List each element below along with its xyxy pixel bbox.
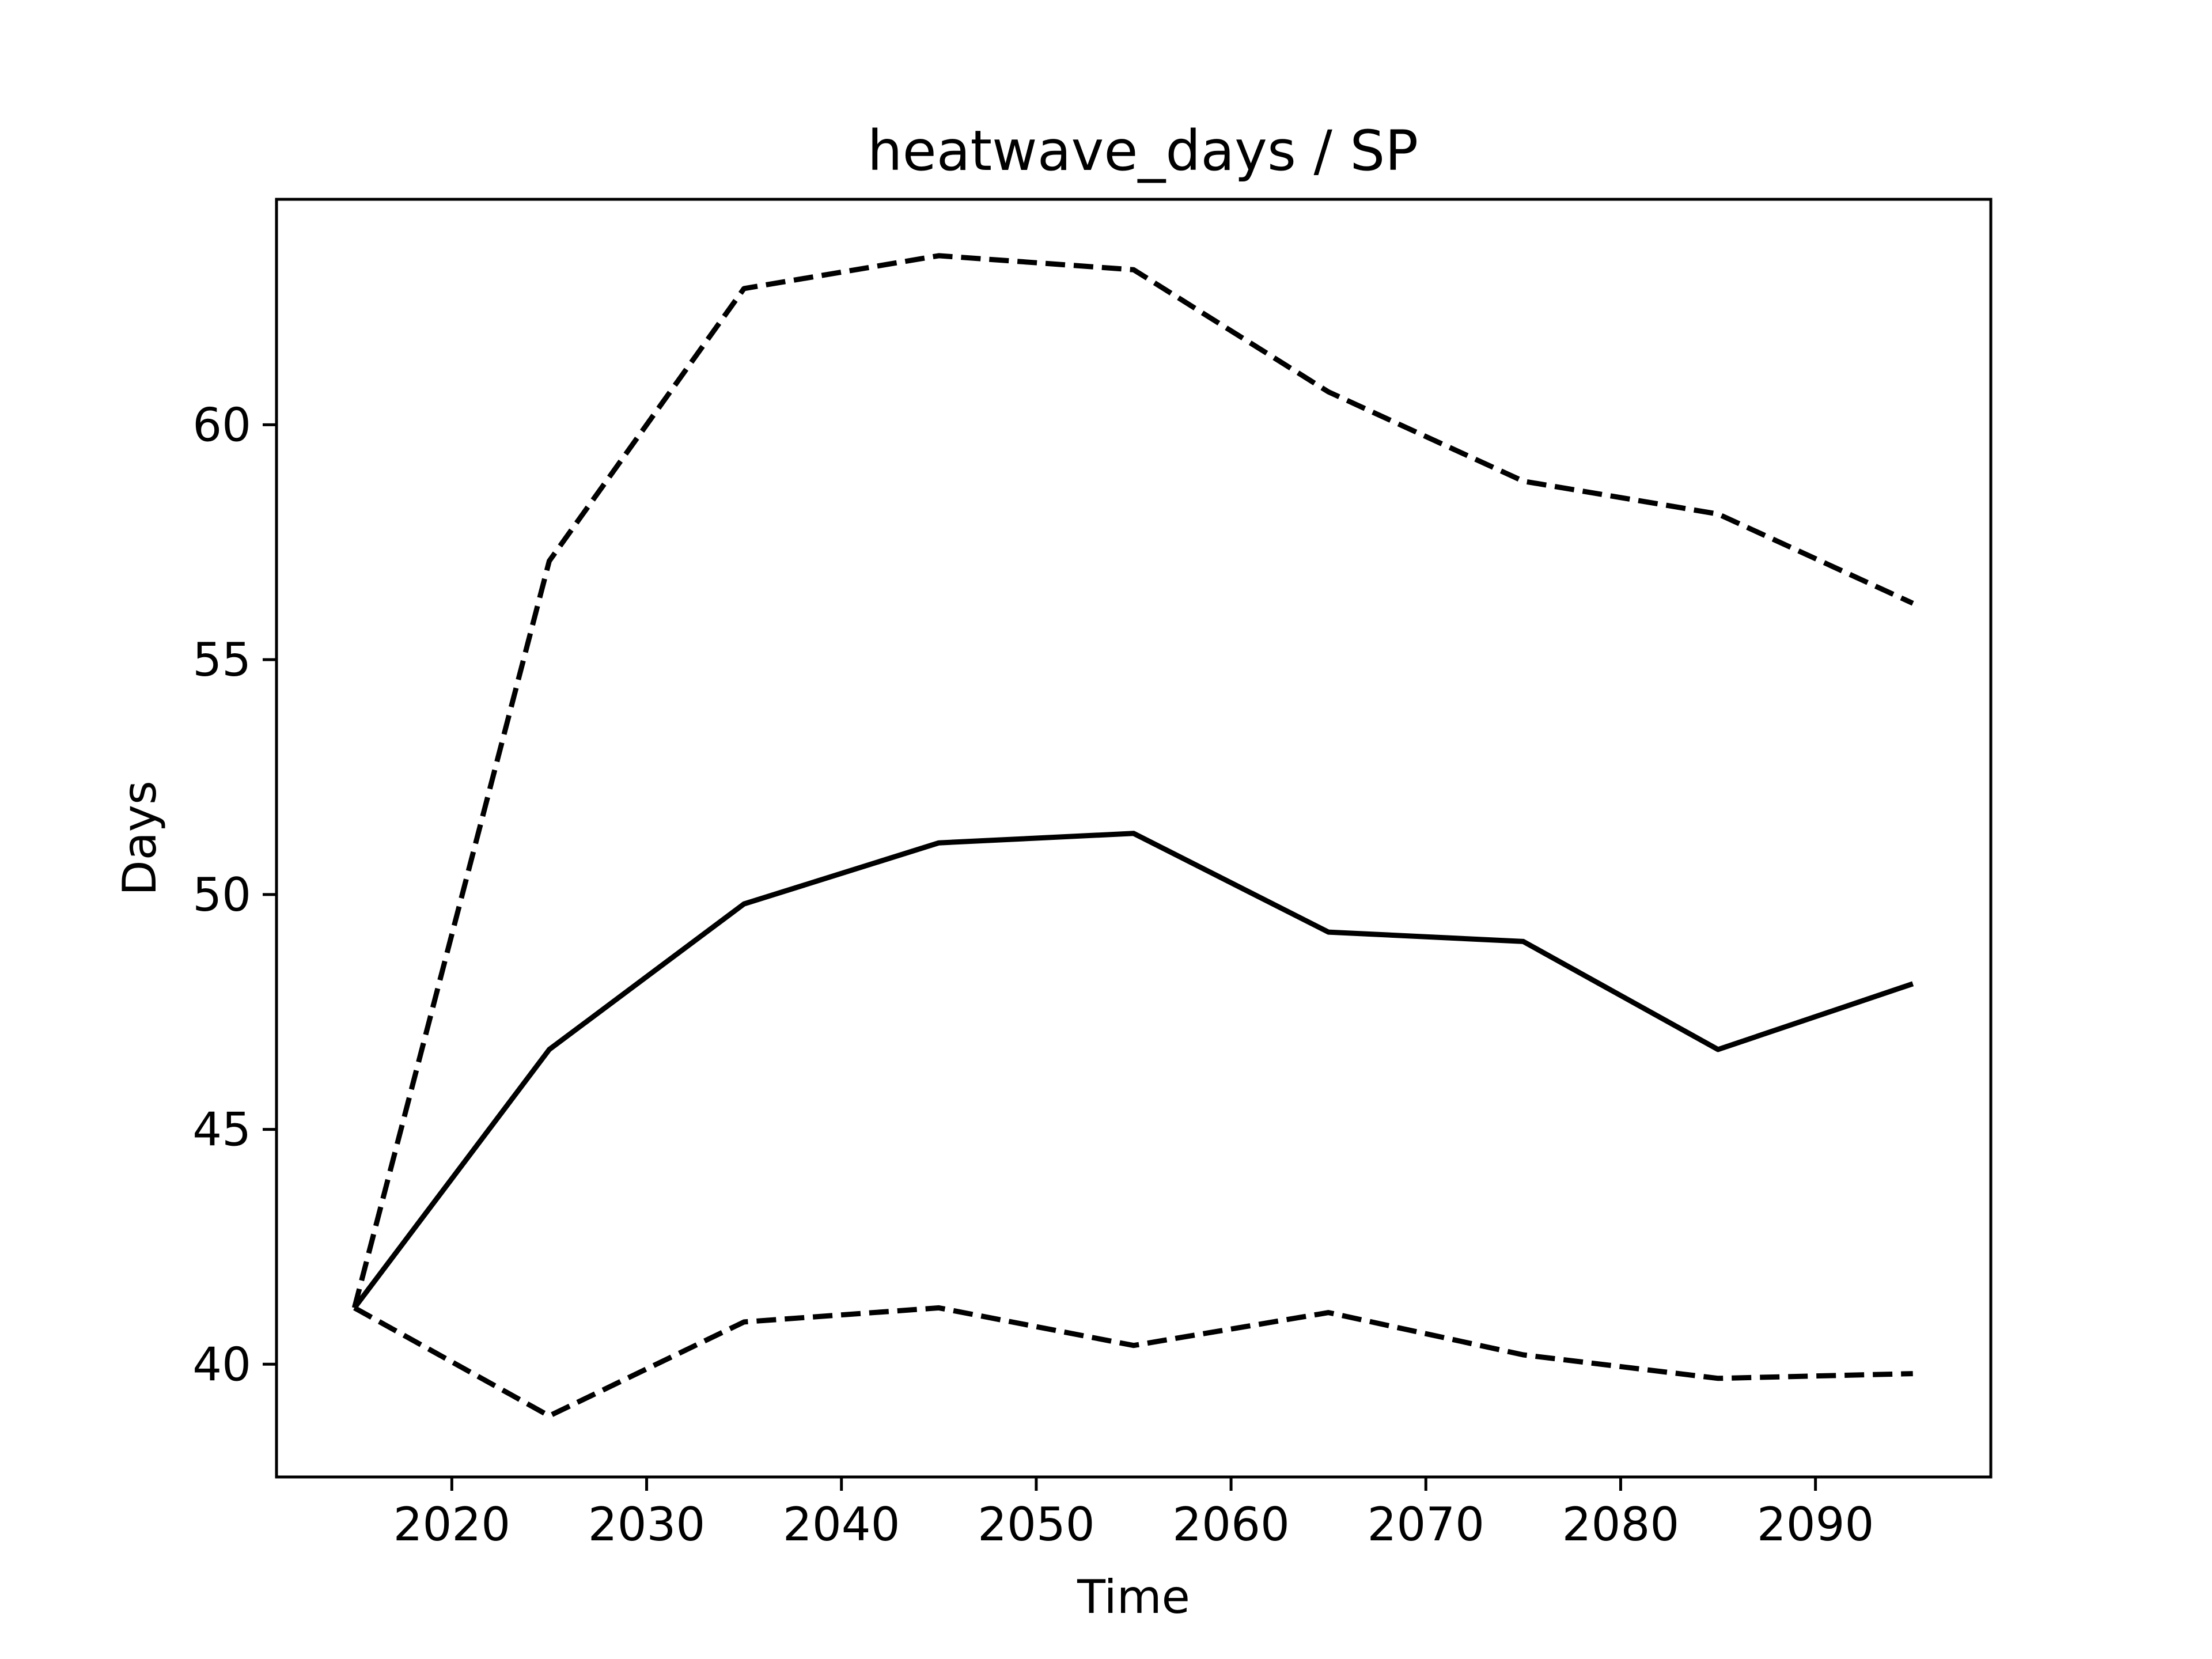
y-tick-label: 50 (192, 868, 251, 922)
x-axis-label: Time (1077, 1570, 1190, 1624)
series-line-1 (351, 253, 1914, 1309)
x-axis: 2020 2030 2040 2050 2060 2070 2080 2090 (393, 1477, 1874, 1551)
x-tick-label: 2030 (588, 1498, 706, 1551)
x-tick-label: 2050 (978, 1498, 1095, 1551)
y-axis-label: Days (113, 781, 166, 896)
x-tick-label: 2090 (1757, 1498, 1874, 1551)
y-tick-label: 55 (192, 633, 251, 687)
x-tick-label: 2040 (783, 1498, 900, 1551)
x-tick-label: 2060 (1172, 1498, 1290, 1551)
x-tick-label: 2070 (1367, 1498, 1484, 1551)
series-line-3 (353, 1305, 1913, 1419)
y-axis: 40 45 50 55 60 (192, 398, 276, 1391)
y-tick-label: 60 (192, 398, 251, 452)
x-tick-label: 2020 (393, 1498, 511, 1551)
x-tick-label: 2080 (1562, 1498, 1680, 1551)
series-layer (351, 253, 1914, 1419)
series-line-2 (352, 831, 1914, 1310)
chart-title: heatwave_days / SP (868, 119, 1418, 183)
y-tick-label: 45 (192, 1103, 251, 1157)
plot-frame (275, 198, 1993, 1479)
y-tick-label: 40 (192, 1338, 251, 1391)
